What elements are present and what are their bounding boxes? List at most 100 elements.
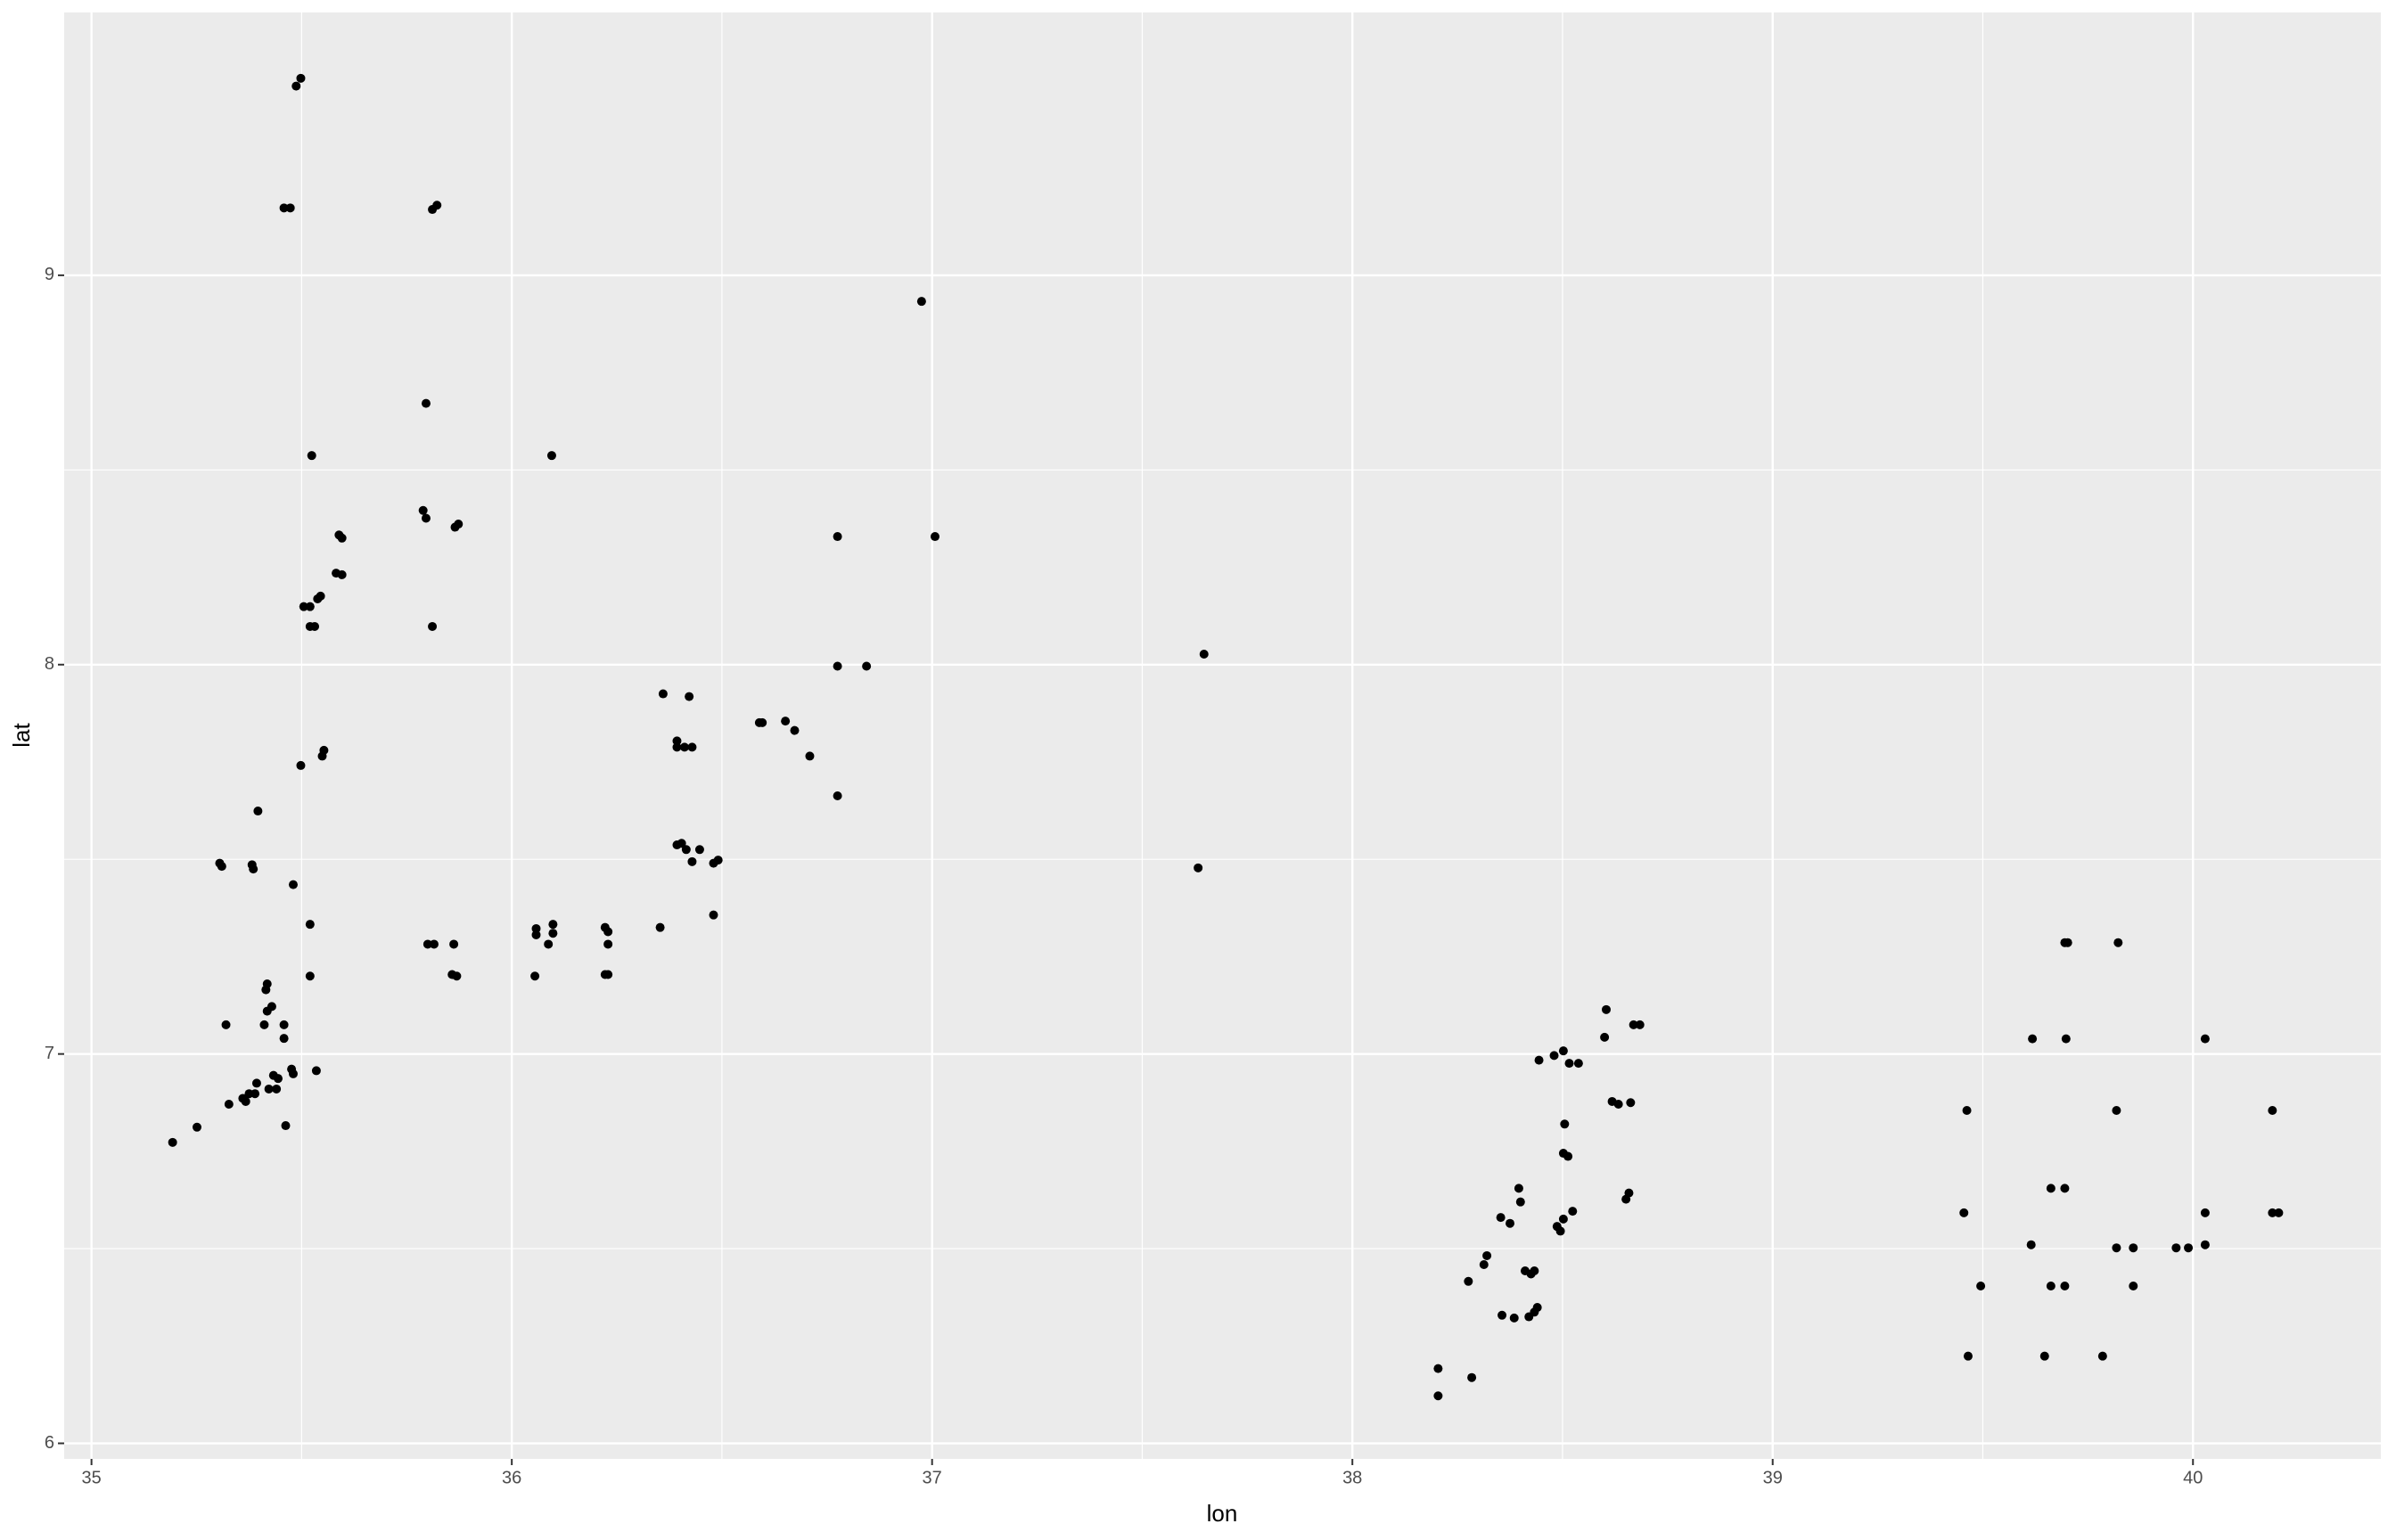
- point: [262, 1006, 272, 1016]
- point: [805, 751, 815, 761]
- point: [285, 203, 295, 213]
- point: [2046, 1282, 2055, 1291]
- point: [672, 742, 682, 752]
- point: [833, 661, 842, 671]
- point: [1496, 1213, 1506, 1223]
- point: [421, 398, 431, 408]
- points: [168, 73, 2284, 1401]
- point: [1962, 1105, 1972, 1115]
- point: [224, 1100, 234, 1110]
- point: [2200, 1240, 2210, 1249]
- point: [1509, 1313, 1519, 1323]
- point: [1601, 1004, 1611, 1014]
- point: [1482, 1250, 1492, 1260]
- point: [1199, 649, 1209, 659]
- point: [2026, 1240, 2036, 1249]
- point: [1573, 1059, 1583, 1069]
- point: [288, 1069, 298, 1078]
- point: [687, 856, 697, 866]
- grid: [64, 12, 2381, 1459]
- point: [1532, 1303, 1542, 1313]
- point: [544, 939, 554, 949]
- point: [709, 910, 718, 920]
- y-axis-title: lat: [8, 722, 35, 747]
- point: [423, 939, 432, 949]
- point: [305, 602, 315, 611]
- point: [679, 742, 689, 752]
- point: [217, 862, 226, 872]
- point: [279, 1020, 289, 1029]
- point: [2129, 1282, 2138, 1291]
- point: [272, 1084, 282, 1094]
- point: [1568, 1207, 1578, 1216]
- point: [281, 1121, 291, 1131]
- point: [2061, 1034, 2071, 1044]
- point: [2274, 1208, 2284, 1217]
- point: [758, 717, 767, 727]
- point: [655, 922, 665, 932]
- point: [548, 929, 558, 938]
- point: [450, 522, 460, 532]
- point: [687, 742, 697, 752]
- point: [296, 73, 306, 83]
- point: [449, 939, 459, 949]
- point: [1558, 1046, 1568, 1056]
- point: [1467, 1372, 1477, 1382]
- point: [930, 532, 940, 542]
- point: [221, 1020, 231, 1029]
- point: [1635, 1020, 1645, 1029]
- point: [251, 1078, 261, 1088]
- point: [428, 621, 438, 631]
- point: [833, 532, 842, 542]
- point: [694, 845, 704, 855]
- x-tick-label: 37: [923, 1468, 942, 1487]
- point: [2046, 1184, 2055, 1193]
- point: [833, 790, 842, 800]
- point: [603, 939, 613, 949]
- point: [259, 1020, 269, 1029]
- point: [2129, 1243, 2138, 1253]
- point: [337, 569, 347, 579]
- point: [421, 513, 431, 523]
- y-tick-label: 7: [45, 1044, 54, 1063]
- point: [685, 692, 694, 701]
- point: [1959, 1208, 1969, 1217]
- point: [2060, 1282, 2070, 1291]
- x-tick-label: 39: [1763, 1468, 1783, 1487]
- point: [603, 970, 613, 979]
- point: [250, 1089, 260, 1099]
- point: [2112, 1243, 2121, 1253]
- point: [531, 923, 541, 933]
- point: [658, 689, 668, 699]
- point: [790, 725, 800, 735]
- x-tick-label: 35: [82, 1468, 102, 1487]
- point: [2200, 1034, 2210, 1044]
- point: [311, 1066, 321, 1076]
- point: [288, 880, 298, 889]
- point: [307, 451, 316, 461]
- point: [2063, 938, 2072, 947]
- point: [1976, 1282, 1986, 1291]
- point: [2028, 1034, 2038, 1044]
- point: [2112, 1105, 2121, 1115]
- point: [429, 939, 439, 949]
- point: [1464, 1276, 1473, 1286]
- x-tick-label: 40: [2183, 1468, 2203, 1487]
- point: [1963, 1351, 1973, 1361]
- x-tick-label: 36: [502, 1468, 521, 1487]
- point: [1555, 1226, 1565, 1236]
- point: [452, 971, 462, 981]
- point: [2268, 1105, 2277, 1115]
- panel-background: [64, 12, 2381, 1459]
- point: [713, 856, 723, 865]
- point: [279, 1034, 289, 1044]
- point: [1564, 1059, 1574, 1069]
- point: [305, 971, 315, 981]
- point: [2039, 1351, 2049, 1361]
- point: [1563, 1151, 1573, 1161]
- point: [2171, 1243, 2181, 1253]
- point: [249, 864, 258, 874]
- point: [1534, 1055, 1544, 1065]
- point: [337, 533, 347, 543]
